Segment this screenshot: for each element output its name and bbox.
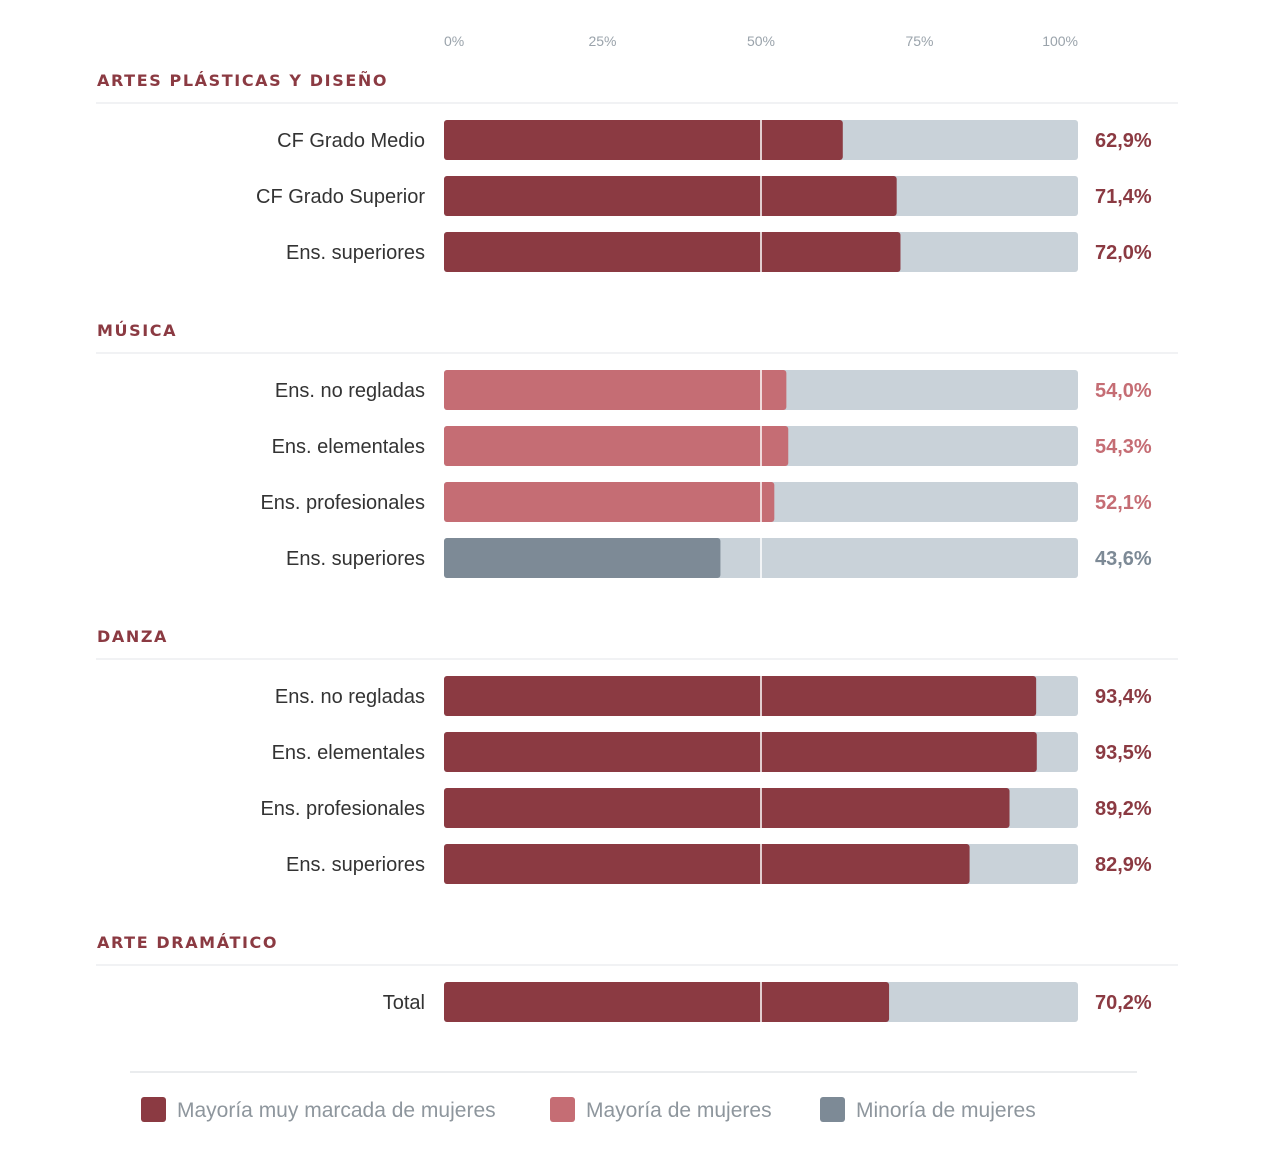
value-label: 93,4%	[1095, 686, 1152, 708]
row-label: CF Grado Medio	[277, 130, 425, 152]
value-label: 43,6%	[1095, 548, 1152, 570]
row-label: Ens. profesionales	[260, 798, 425, 820]
x-tick-label: 75%	[905, 33, 933, 49]
legend-label: Minoría de mujeres	[856, 1099, 1036, 1122]
bar	[444, 426, 789, 466]
value-label: 93,5%	[1095, 742, 1152, 764]
value-label: 54,3%	[1095, 436, 1152, 458]
value-label: 89,2%	[1095, 798, 1152, 820]
row-label: Total	[383, 992, 425, 1014]
bar	[444, 176, 897, 216]
section-title: DANZA	[97, 627, 168, 646]
bar	[444, 788, 1010, 828]
bar	[444, 982, 890, 1022]
row-label: Ens. superiores	[286, 854, 425, 876]
value-label: 70,2%	[1095, 992, 1152, 1014]
row-label: Ens. no regladas	[275, 686, 425, 708]
bar	[444, 482, 775, 522]
legend-swatch	[141, 1097, 166, 1122]
row-label: Ens. no regladas	[275, 380, 425, 402]
value-label: 72,0%	[1095, 242, 1152, 264]
value-label: 82,9%	[1095, 854, 1152, 876]
x-tick-label: 0%	[444, 33, 464, 49]
row-label: Ens. superiores	[286, 242, 425, 264]
bar	[444, 676, 1037, 716]
bar	[444, 538, 721, 578]
legend-swatch	[820, 1097, 845, 1122]
value-label: 62,9%	[1095, 130, 1152, 152]
row-label: Ens. elementales	[272, 742, 425, 764]
x-tick-label: 50%	[747, 33, 775, 49]
bar	[444, 370, 787, 410]
row-label: Ens. profesionales	[260, 492, 425, 514]
row-label: Ens. superiores	[286, 548, 425, 570]
bar	[444, 232, 901, 272]
bar	[444, 732, 1037, 772]
value-label: 71,4%	[1095, 186, 1152, 208]
value-label: 52,1%	[1095, 492, 1152, 514]
legend-label: Mayoría de mujeres	[586, 1099, 772, 1122]
section-title: ARTES PLÁSTICAS Y DISEÑO	[97, 71, 388, 90]
value-label: 54,0%	[1095, 380, 1152, 402]
x-tick-label: 25%	[588, 33, 616, 49]
bar	[444, 844, 970, 884]
row-label: CF Grado Superior	[256, 186, 425, 208]
section-title: MÚSICA	[97, 321, 177, 340]
section-title: ARTE DRAMÁTICO	[97, 933, 278, 952]
bar	[444, 120, 843, 160]
row-label: Ens. elementales	[272, 436, 425, 458]
legend-swatch	[550, 1097, 575, 1122]
x-tick-label: 100%	[1042, 33, 1078, 49]
legend-label: Mayoría muy marcada de mujeres	[177, 1099, 496, 1122]
